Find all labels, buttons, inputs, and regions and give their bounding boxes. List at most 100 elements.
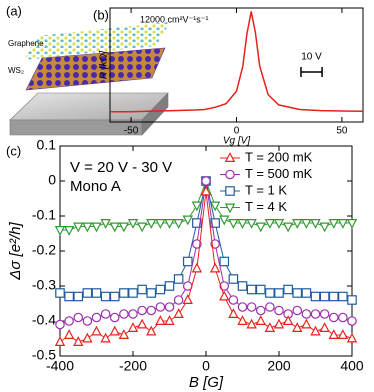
- marker: [164, 281, 175, 291]
- y-tick-label: -0.4: [32, 312, 56, 328]
- marker: [210, 218, 220, 228]
- marker: [337, 329, 349, 339]
- marker: [328, 291, 339, 302]
- marker: [109, 325, 120, 336]
- marker: [347, 295, 357, 305]
- marker: [173, 295, 184, 305]
- marker: [338, 312, 348, 323]
- marker: [82, 316, 93, 326]
- marker: [319, 222, 330, 233]
- marker: [173, 219, 184, 229]
- marker: [264, 219, 276, 229]
- marker: [346, 219, 358, 229]
- marker: [118, 329, 130, 339]
- marker: [292, 322, 303, 332]
- marker: [146, 219, 157, 229]
- series-line: [60, 180, 352, 301]
- legend-marker: [224, 152, 236, 162]
- marker: [54, 336, 66, 346]
- marker: [274, 288, 284, 298]
- marker: [292, 219, 303, 229]
- y-tick-label: -0.1: [32, 207, 56, 223]
- marker: [118, 222, 130, 233]
- marker: [100, 219, 111, 229]
- x-tick-label: -50: [124, 126, 139, 137]
- marker: [237, 219, 248, 229]
- marker: [292, 288, 303, 298]
- marker: [209, 262, 221, 273]
- marker: [191, 201, 203, 212]
- marker: [219, 256, 230, 267]
- marker: [273, 318, 285, 329]
- marker: [182, 215, 193, 226]
- x-axis-label: B [G]: [189, 374, 224, 391]
- marker: [319, 291, 330, 302]
- marker: [91, 222, 102, 233]
- y-tick-label: -0.2: [32, 242, 56, 258]
- marker: [54, 226, 66, 236]
- marker: [192, 239, 202, 249]
- x-tick-label: 400: [340, 358, 364, 374]
- y-tick-label: 0: [48, 172, 56, 188]
- illustration: (a) Graphene WS₂: [6, 3, 170, 136]
- marker: [91, 288, 102, 298]
- marker: [338, 291, 348, 302]
- marker: [100, 291, 111, 302]
- marker: [200, 185, 212, 196]
- x-tick-label: 0: [202, 358, 210, 374]
- marker: [146, 288, 157, 298]
- marker: [246, 219, 257, 229]
- marker: [82, 332, 93, 343]
- legend-label: T = 200 mK: [245, 149, 313, 164]
- marker: [164, 302, 175, 312]
- marker: [127, 219, 139, 229]
- series-line: [60, 191, 352, 343]
- scale-bar-label: 10 V: [301, 52, 322, 63]
- marker: [328, 219, 339, 229]
- annotation: V = 20 V - 30 V: [70, 159, 172, 176]
- marker: [128, 309, 138, 319]
- annotation: 12000 cm²V⁻¹s⁻¹: [140, 14, 209, 24]
- y-tick-label: -0.3: [32, 277, 56, 293]
- marker: [310, 291, 321, 302]
- marker: [328, 329, 339, 339]
- marker: [228, 308, 239, 318]
- marker: [155, 284, 166, 295]
- layer-label: WS₂: [8, 66, 24, 75]
- marker: [246, 318, 257, 329]
- marker: [137, 305, 147, 316]
- marker: [100, 309, 111, 319]
- legend-marker: [225, 169, 235, 180]
- marker: [136, 222, 148, 233]
- legend-label: T = 4 K: [245, 199, 287, 214]
- marker: [255, 305, 266, 316]
- annotation: Mono A: [70, 178, 121, 195]
- marker: [301, 219, 312, 229]
- marker: [164, 315, 175, 325]
- marker: [310, 325, 321, 336]
- marker: [155, 219, 166, 229]
- marker: [91, 325, 102, 336]
- marker: [146, 325, 157, 336]
- marker: [246, 302, 257, 312]
- marker: [237, 302, 248, 312]
- marker: [137, 284, 147, 295]
- marker: [210, 239, 220, 249]
- marker: [228, 219, 239, 229]
- marker: [283, 284, 293, 295]
- marker: [82, 288, 93, 298]
- marker: [182, 256, 193, 267]
- panel-label: (c): [6, 143, 21, 158]
- panel-label: (b): [93, 7, 109, 22]
- marker: [73, 222, 84, 233]
- marker: [127, 322, 139, 332]
- layer-label: Graphene: [8, 39, 44, 48]
- marker: [73, 336, 84, 346]
- marker: [146, 305, 157, 316]
- legend-marker: [225, 186, 235, 196]
- marker: [219, 290, 230, 301]
- marker: [265, 288, 275, 298]
- marker: [274, 305, 284, 316]
- legend-label: T = 1 K: [245, 182, 287, 197]
- marker: [337, 219, 349, 229]
